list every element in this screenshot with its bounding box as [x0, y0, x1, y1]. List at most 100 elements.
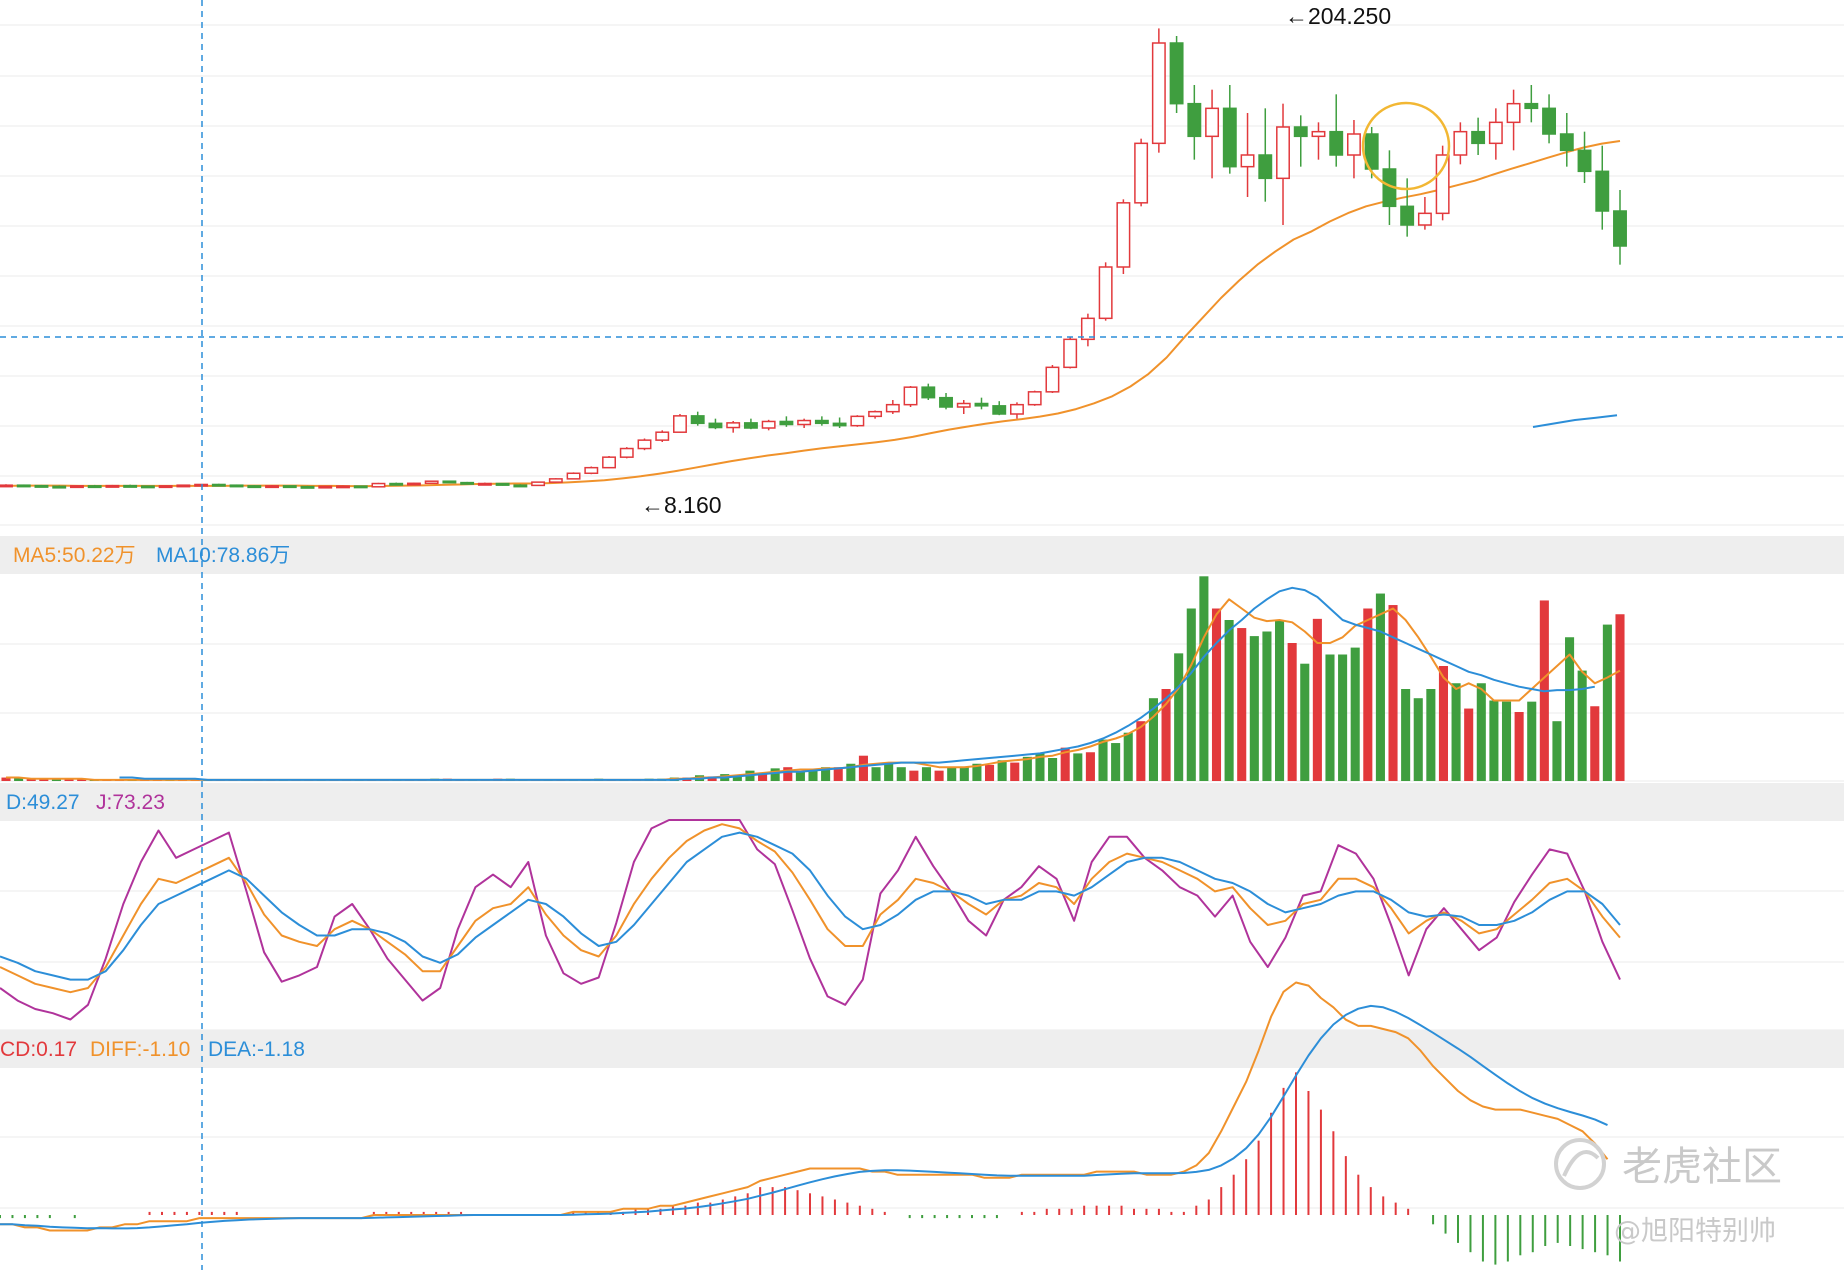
candle-body	[34, 484, 49, 488]
candle-body	[1364, 133, 1379, 170]
candle-body	[566, 472, 581, 480]
candle-body	[0, 484, 13, 488]
candle-body	[1205, 107, 1220, 138]
volume-bar	[959, 767, 969, 781]
volume-panel: MA5:50.22万 MA10:78.86万	[0, 536, 1844, 782]
volume-bar	[1, 777, 11, 781]
volume-bar	[1237, 628, 1247, 781]
candle-body	[1151, 42, 1166, 145]
candle-body	[265, 485, 280, 489]
price-gridlines	[0, 24, 1844, 526]
candle-body	[318, 485, 333, 489]
candle-body	[1311, 130, 1326, 138]
volume-bar	[1501, 701, 1512, 781]
candle-body	[584, 466, 599, 475]
volume-bar	[39, 778, 49, 781]
volume-bar	[1186, 608, 1196, 781]
volume-bar	[1350, 647, 1360, 781]
volume-ma10-label: MA10:78.86万	[156, 544, 290, 567]
watermark: 老虎社区 @旭阳特别帅	[1554, 1138, 1782, 1247]
volume-bar	[896, 767, 906, 781]
volume-bar	[1148, 698, 1158, 781]
candle-body	[1098, 266, 1113, 320]
candle-body	[743, 422, 758, 429]
low-price-annotation: ←8.160	[641, 492, 722, 518]
candle-body	[1258, 154, 1273, 180]
candle-body	[1400, 205, 1415, 226]
candle-body	[194, 483, 209, 487]
volume-bars	[1, 576, 1625, 781]
candle-body	[619, 447, 634, 458]
candle-body	[1595, 170, 1610, 212]
candle-body	[513, 484, 528, 488]
volume-bar	[1451, 683, 1461, 781]
macd-diff-line	[0, 981, 1609, 1232]
macd-header-band	[0, 1030, 1844, 1068]
volume-bar	[1388, 605, 1398, 781]
macd-panel: CD:0.17 DIFF:-1.10 DEA:-1.18	[0, 981, 1844, 1265]
kdj-d-line	[0, 831, 1621, 981]
kdj-k-line	[0, 823, 1621, 994]
kdj-lines	[0, 819, 1621, 1021]
volume-bar	[1224, 620, 1234, 781]
candle-body	[850, 415, 865, 427]
candle-body	[531, 481, 546, 487]
volume-bar	[1085, 752, 1095, 781]
candle-body	[956, 402, 971, 408]
volume-bar	[1615, 614, 1625, 781]
candle-body	[1453, 130, 1468, 156]
volume-ma-lines	[6, 586, 1621, 781]
candle-body	[602, 456, 616, 469]
volume-bar	[884, 762, 894, 781]
kdj-j-line	[0, 819, 1621, 1021]
volume-bar	[1413, 698, 1423, 781]
candle-body	[105, 484, 120, 488]
tiger-logo-icon	[1554, 1138, 1606, 1190]
volume-bar	[1325, 654, 1335, 781]
candle-body	[1116, 202, 1131, 268]
volume-bar	[1098, 739, 1108, 781]
volume-bar	[1249, 636, 1259, 781]
candle-body	[832, 422, 847, 427]
candle-body	[52, 485, 67, 489]
candle-body	[1471, 130, 1486, 145]
macd-dea-label: DEA:-1.18	[208, 1038, 305, 1061]
volume-bar	[997, 760, 1007, 781]
macd-gridlines	[0, 1136, 1844, 1209]
candle-body	[1524, 102, 1539, 110]
volume-bar	[821, 767, 831, 781]
price-ma-orange-line	[5, 140, 1621, 488]
volume-bar	[1476, 683, 1486, 781]
candle-body	[424, 480, 439, 485]
candle-body	[353, 485, 368, 489]
candle-body	[1559, 133, 1574, 152]
macd-diff-label: DIFF:-1.10	[90, 1038, 190, 1061]
candlesticks[interactable]	[0, 28, 1627, 489]
candle-body	[371, 482, 386, 488]
candle-body	[406, 482, 421, 486]
volume-bar	[871, 767, 881, 781]
volume-bar	[1401, 689, 1411, 781]
candle-body	[442, 480, 457, 484]
volume-bar	[1262, 631, 1272, 781]
candle-body	[921, 386, 936, 399]
candle-body	[1045, 366, 1060, 393]
candle-body	[1417, 212, 1432, 226]
candle-body	[903, 386, 918, 406]
volume-ma10-line	[119, 586, 1595, 781]
candle-body	[1293, 126, 1308, 138]
kdj-j-label: J:73.23	[96, 791, 165, 814]
candle-body	[336, 485, 350, 489]
candle-body	[814, 419, 829, 425]
volume-bar	[1338, 654, 1348, 781]
candle-body	[176, 484, 191, 488]
volume-bar	[1363, 608, 1373, 781]
candle-body	[16, 484, 31, 488]
candle-body	[1346, 133, 1361, 156]
volume-bar	[833, 767, 843, 781]
volume-ma5-label: MA5:50.22万	[13, 544, 136, 567]
candle-body	[1240, 154, 1255, 168]
macd-dea-line	[0, 1004, 1608, 1230]
volume-bar	[909, 770, 919, 781]
